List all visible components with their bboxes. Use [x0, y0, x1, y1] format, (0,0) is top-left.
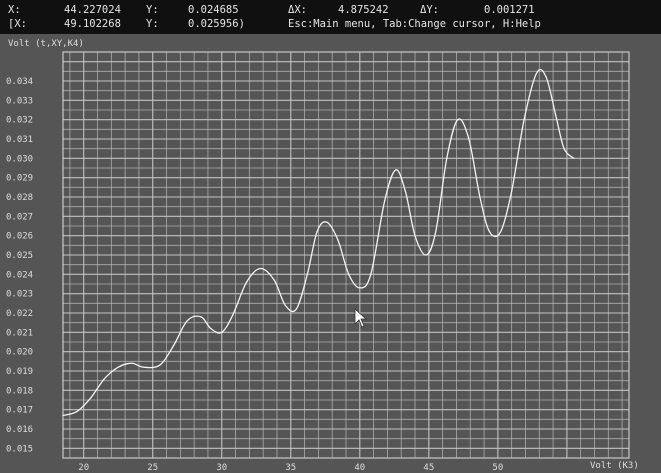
data-point — [103, 378, 106, 380]
line-chart[interactable]: 0.034 0.033 0.032 0.031 0.030 0.029 0.028 0.027… — [0, 34, 661, 473]
x-tick-label: 20 — [78, 463, 89, 473]
cursor2-y-label: Y: — [146, 18, 159, 30]
y-tick-label: 0.021 — [6, 328, 33, 338]
data-point — [555, 115, 557, 117]
data-point — [370, 273, 372, 275]
data-point — [395, 169, 397, 171]
data-point — [500, 231, 502, 233]
x-tick-label: 25 — [147, 463, 158, 473]
x-axis-label: Volt (K3) — [590, 461, 639, 471]
mouse-pointer-icon — [354, 308, 368, 328]
cursor-x-value: 44.227024 — [64, 4, 121, 16]
data-point — [511, 190, 513, 192]
data-point — [384, 200, 386, 202]
series-line-0 — [62, 68, 575, 417]
y-tick-label: 0.016 — [6, 425, 33, 435]
delta-x-label: ΔX: — [288, 4, 307, 16]
data-point — [76, 411, 78, 413]
data-point — [142, 366, 144, 368]
y-tick-label: 0.024 — [6, 270, 33, 280]
data-point — [535, 72, 538, 74]
y-tick-label: 0.015 — [6, 444, 33, 454]
help-hint: Esc:Main menu, Tab:Change cursor, H:Help — [288, 18, 541, 30]
x-tick-label: 50 — [492, 463, 503, 473]
x-tick-label: 45 — [423, 463, 434, 473]
x-tick-label: 35 — [285, 463, 296, 473]
cursor2-x-label: [X: — [8, 18, 27, 30]
data-point — [273, 279, 275, 281]
cursor2-x-value: 49.102268 — [64, 18, 121, 30]
y-tick-label: 0.029 — [6, 174, 33, 184]
data-point — [468, 138, 470, 140]
status-bar: X: 44.227024 Y: 0.024685 ΔX: 4.875242 ΔY… — [0, 0, 661, 34]
cursor2-y-value: 0.025956) — [188, 18, 245, 30]
x-tick-label: 40 — [354, 463, 365, 473]
cursor-x-label: X: — [8, 4, 21, 16]
data-point — [316, 231, 318, 233]
y-tick-label: 0.031 — [6, 135, 33, 145]
data-point — [404, 190, 406, 192]
data-point — [131, 362, 133, 364]
data-point — [186, 320, 188, 322]
delta-y-label: ΔY: — [420, 4, 439, 16]
y-tick-label: 0.030 — [6, 154, 33, 164]
data-point — [246, 281, 248, 283]
y-tick-label: 0.028 — [6, 193, 33, 203]
data-point — [172, 345, 175, 347]
data-point — [523, 119, 525, 121]
chart-title: Volt (t,XY,K4) — [8, 39, 84, 49]
data-point — [425, 254, 427, 256]
data-point — [545, 76, 547, 78]
data-point — [232, 314, 234, 316]
cursor-y-value: 0.024685 — [188, 4, 239, 16]
data-point — [306, 273, 308, 275]
data-point — [414, 235, 416, 237]
data-point — [200, 316, 202, 318]
y-tick-label: 0.018 — [6, 386, 33, 396]
data-point — [210, 327, 212, 330]
data-point — [337, 238, 339, 241]
y-tick-label: 0.020 — [6, 348, 33, 358]
data-point — [221, 331, 223, 333]
y-tick-label: 0.019 — [6, 367, 33, 377]
data-point — [295, 308, 297, 310]
y-tick-label: 0.032 — [6, 116, 33, 126]
data-point — [62, 414, 64, 417]
data-point — [159, 364, 161, 366]
data-point — [259, 267, 262, 270]
plot-screen[interactable]: Volt (t,XY,K4) 0.034 0.033 0.032 0.031 0.030… — [0, 34, 661, 473]
cursor-y-label: Y: — [146, 4, 159, 16]
y-tick-label: 0.027 — [6, 212, 33, 222]
y-tick-label: 0.034 — [6, 77, 33, 87]
data-point — [479, 196, 481, 198]
data-point — [359, 287, 361, 289]
y-tick-label: 0.017 — [6, 406, 33, 416]
delta-x-value: 4.875242 — [338, 4, 389, 16]
data-point — [326, 221, 328, 223]
y-tick-label: 0.025 — [6, 251, 33, 261]
y-tick-label: 0.023 — [6, 290, 33, 300]
data-point — [573, 157, 575, 159]
data-point — [488, 231, 491, 233]
data-point — [435, 231, 437, 233]
x-tick-label: 30 — [216, 463, 227, 473]
y-tick-label: 0.022 — [6, 309, 33, 319]
data-point — [117, 366, 119, 368]
data-point — [90, 397, 92, 399]
data-point — [563, 148, 565, 150]
data-point — [457, 119, 459, 121]
data-point — [446, 157, 448, 159]
data-point — [348, 273, 350, 275]
y-tick-label: 0.026 — [6, 232, 33, 242]
data-point — [284, 304, 286, 306]
y-tick-label: 0.033 — [6, 96, 33, 106]
delta-y-value: 0.001271 — [484, 4, 535, 16]
